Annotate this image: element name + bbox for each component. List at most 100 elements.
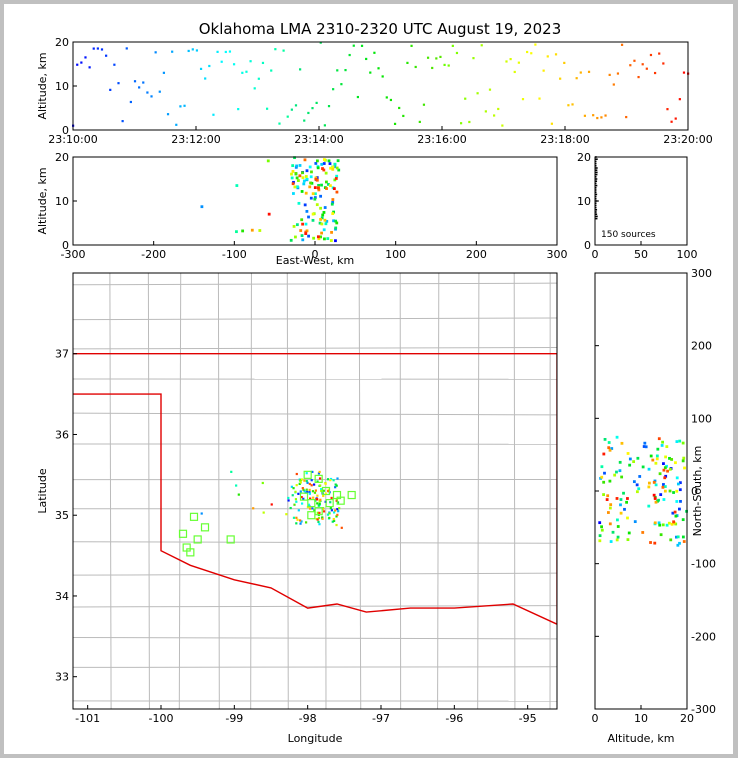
- time-height-point: [249, 60, 252, 63]
- ew-height-point: [332, 219, 335, 223]
- time-height-point: [587, 70, 591, 73]
- ns-height-point: [665, 523, 669, 527]
- plan-view-point: [292, 487, 295, 490]
- ew-height-point: [321, 167, 324, 170]
- ew-height-point: [332, 210, 336, 214]
- time-height-point: [488, 88, 492, 91]
- plan-view-point: [293, 503, 296, 506]
- plan-view-point: [289, 506, 292, 510]
- time-height-point: [414, 65, 417, 69]
- ew-height-point: [309, 196, 313, 200]
- time-height-point: [534, 43, 537, 46]
- plan-view-point: [299, 519, 302, 522]
- time-height-point: [633, 59, 636, 62]
- ew-height-point: [335, 166, 339, 170]
- ew-height-point: [336, 159, 340, 163]
- time-height-point: [183, 104, 186, 107]
- histogram-bar: [595, 189, 597, 191]
- ns-height-point: [671, 511, 675, 515]
- station-marker: [226, 535, 235, 544]
- ew-height-point: [323, 237, 326, 241]
- county-line: [477, 273, 480, 709]
- histogram-bar: [595, 167, 598, 169]
- ns-height-point: [665, 445, 669, 449]
- county-line: [73, 666, 557, 668]
- ew-height-point: [320, 216, 324, 220]
- ns-height-point: [649, 454, 653, 458]
- y-tick-label: 37: [55, 348, 69, 361]
- ew-height-point: [319, 206, 322, 210]
- y-tick-label: 20: [577, 151, 591, 164]
- ns-height-point: [654, 483, 658, 487]
- ew-height-point: [299, 229, 303, 232]
- plan-view-point: [327, 490, 330, 493]
- ns-height-point: [609, 540, 613, 543]
- time-height-point: [389, 98, 393, 102]
- y-tick-label: 10: [55, 80, 69, 93]
- time-height-point: [150, 95, 153, 98]
- plan-view-point: [235, 484, 238, 487]
- y-tick-label: 300: [691, 267, 712, 280]
- plan-view-point: [327, 488, 330, 491]
- ns-height-point: [681, 441, 685, 445]
- plan-view-point: [318, 500, 321, 503]
- time-height-point: [187, 49, 190, 53]
- ns-height-point: [626, 516, 629, 520]
- ew-height-point: [323, 206, 327, 209]
- time-height-point: [340, 83, 343, 86]
- ns-height-point: [610, 447, 614, 450]
- time-height-point: [625, 115, 628, 119]
- histogram-bar: [595, 162, 597, 165]
- ew-height-point: [334, 177, 338, 180]
- station-marker: [314, 474, 323, 483]
- ns-height-point: [676, 482, 680, 486]
- ew-height-point: [311, 212, 315, 216]
- plan-view-point: [334, 483, 337, 486]
- plan-view-point: [311, 507, 314, 510]
- ns-height-point: [598, 539, 602, 543]
- plan-view-point: [318, 523, 321, 526]
- histogram-bar: [595, 169, 598, 171]
- ew-height-point: [331, 167, 335, 171]
- y-tick-label: -200: [691, 630, 716, 643]
- ew-height-point: [292, 192, 295, 195]
- plan-view-point: [335, 523, 338, 527]
- ew-height-point: [322, 162, 326, 165]
- histogram-bar: [595, 198, 597, 200]
- ns-height-point: [619, 503, 622, 507]
- x-tick-label: 20: [680, 712, 694, 725]
- county-line: [73, 412, 557, 416]
- time-height-point: [92, 47, 95, 50]
- plan-view-point: [316, 480, 319, 483]
- ns-height-point: [626, 497, 629, 500]
- ns-height-point: [633, 520, 637, 524]
- time-height-point: [670, 120, 673, 123]
- station-marker: [307, 511, 316, 520]
- ns-height-point: [619, 511, 623, 515]
- ew-height-point: [313, 197, 317, 201]
- plan-view-point: [328, 516, 331, 520]
- ns-height-point: [649, 541, 652, 544]
- ew-height-point: [303, 158, 307, 162]
- time-height-ylabel: Altitude, km: [36, 52, 49, 119]
- plan-view-point: [334, 509, 337, 512]
- ew-height-panel: -300 -200 -100 0 100 200 300 0 10 20 Altitude, km…: [36, 151, 568, 267]
- plan-view-point: [322, 489, 325, 492]
- plan-view-point: [336, 513, 339, 516]
- time-height-point: [641, 63, 644, 66]
- ew-height-point: [241, 229, 245, 233]
- histogram-bar: [595, 206, 597, 209]
- plan-view-point: [295, 472, 298, 476]
- y-tick-label: 0: [691, 485, 698, 498]
- ns-height-point: [632, 480, 636, 484]
- plan-view-point: [299, 522, 302, 525]
- time-height-point: [431, 66, 434, 70]
- ew-height-point: [322, 168, 326, 172]
- x-tick-label: 200: [466, 248, 487, 261]
- x-tick-label: 23:20:00: [663, 133, 712, 146]
- ew-height-point: [308, 165, 312, 169]
- ns-height-point: [653, 497, 657, 500]
- ew-height-point: [319, 235, 322, 239]
- plan-view-point: [326, 513, 330, 516]
